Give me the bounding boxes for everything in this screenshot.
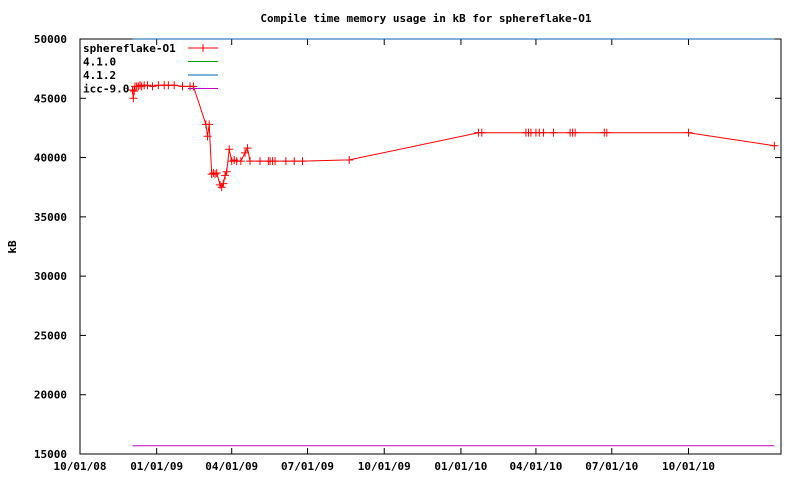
data-point [290, 157, 299, 166]
data-point [170, 81, 179, 90]
legend-label: sphereflake-O1 [83, 42, 176, 55]
y-tick-label: 35000 [34, 211, 67, 224]
data-point [477, 128, 486, 137]
data-point [203, 132, 212, 141]
data-point [236, 157, 245, 166]
data-point [241, 148, 250, 157]
data-point [225, 145, 234, 154]
data-point [243, 144, 252, 153]
data-point [219, 179, 228, 188]
data-point [246, 157, 255, 166]
data-point [602, 128, 611, 137]
data-point [178, 82, 187, 91]
y-tick-label: 15000 [34, 448, 67, 461]
data-point [129, 94, 138, 103]
data-point [217, 183, 226, 192]
data-point [549, 128, 558, 137]
data-point [539, 128, 548, 137]
x-tick-label: 01/01/09 [130, 460, 183, 473]
data-point [281, 157, 290, 166]
data-point [143, 81, 152, 90]
x-tick-label: 10/01/08 [54, 460, 107, 473]
y-tick-label: 20000 [34, 389, 67, 402]
x-tick-label: 07/01/10 [585, 460, 638, 473]
data-point [212, 168, 221, 177]
y-tick-label: 30000 [34, 270, 67, 283]
y-axis-label: kB [6, 240, 19, 254]
legend-label: 4.1.2 [83, 69, 116, 82]
plot-frame [79, 38, 782, 455]
data-point [684, 128, 693, 137]
x-tick-label: 10/01/10 [662, 460, 715, 473]
data-point [205, 120, 214, 129]
series-sphereflake-O1 [128, 81, 779, 192]
data-point [130, 87, 139, 96]
x-tick-label: 04/01/10 [509, 460, 562, 473]
legend-label: 4.1.0 [83, 56, 116, 69]
y-tick-label: 40000 [34, 152, 67, 165]
data-point [148, 82, 157, 91]
x-tick-label: 10/01/09 [358, 460, 411, 473]
x-tick-label: 07/01/09 [281, 460, 334, 473]
data-point [271, 157, 280, 166]
legend-marker [199, 44, 207, 52]
data-point [571, 128, 580, 137]
data-point [345, 155, 354, 164]
data-point [221, 171, 230, 180]
y-tick-label: 50000 [34, 33, 67, 46]
data-point [298, 157, 307, 166]
data-point [211, 170, 220, 179]
data-point [222, 167, 231, 176]
data-point [770, 141, 779, 150]
x-tick-label: 04/01/09 [205, 460, 258, 473]
y-tick-label: 45000 [34, 92, 67, 105]
chart-title: Compile time memory usage in kB for sphe… [260, 12, 592, 25]
legend-label: icc-9.0 [83, 83, 129, 96]
data-point [256, 157, 265, 166]
data-point [189, 82, 198, 91]
axes: 15000 20000 25000 30000 35000 40000 45000 50000… [34, 33, 782, 473]
y-tick-label: 25000 [34, 329, 67, 342]
series-layer [128, 38, 779, 447]
x-tick-label: 01/01/10 [434, 460, 487, 473]
